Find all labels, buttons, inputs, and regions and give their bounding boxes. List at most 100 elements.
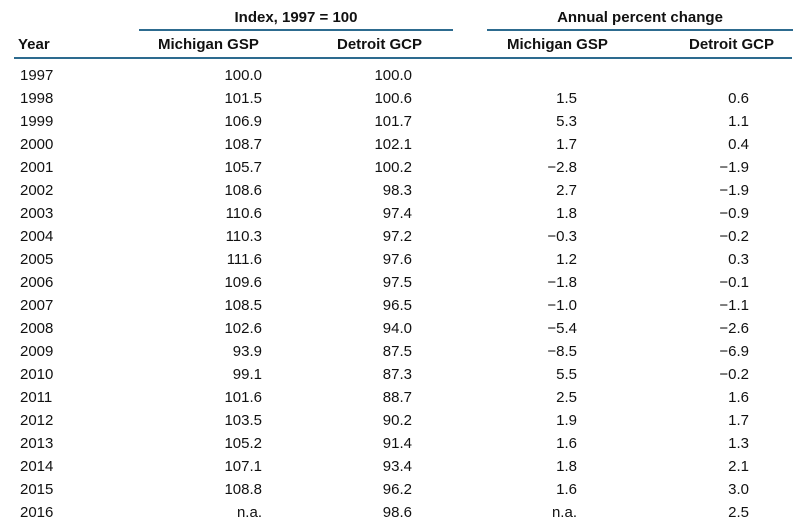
cell-year: 2000 [20, 136, 54, 153]
cell-detroit-change: 0.3 [728, 251, 749, 268]
column-header-index-detroit: Detroit GCP [337, 36, 423, 53]
cell-michigan-change: 1.7 [556, 136, 577, 153]
table-row: 2002 108.6 98.3 2.7 −1.9 [0, 179, 800, 202]
cell-michigan-index: 111.6 [226, 251, 262, 268]
cell-year: 1999 [20, 113, 54, 130]
table-row: 2012 103.5 90.2 1.9 1.7 [0, 409, 800, 432]
table-row: 1998 101.5 100.6 1.5 0.6 [0, 87, 800, 110]
cell-detroit-index: 93.4 [382, 458, 412, 475]
cell-detroit-index: 98.6 [382, 504, 412, 521]
table-row: 2005 111.6 97.6 1.2 0.3 [0, 248, 800, 271]
table-row: 2006 109.6 97.5 −1.8 −0.1 [0, 271, 800, 294]
cell-michigan-change: 1.6 [556, 435, 577, 452]
cell-michigan-index: 99.1 [232, 366, 262, 383]
table-body: 1997 100.0 100.0 1998 101.5 100.6 1.5 0.6 1999 10… [0, 64, 800, 524]
cell-detroit-index: 98.3 [382, 182, 412, 199]
cell-michigan-change: 5.3 [556, 113, 577, 130]
cell-detroit-index: 102.1 [374, 136, 412, 153]
cell-michigan-index: 110.6 [225, 205, 262, 222]
cell-michigan-index: 108.8 [224, 481, 262, 498]
column-header-index-michigan: Michigan GSP [158, 36, 259, 53]
cell-detroit-index: 100.6 [374, 90, 412, 107]
cell-michigan-change: −5.4 [547, 320, 577, 337]
cell-detroit-change: −0.2 [719, 366, 749, 383]
cell-year: 2012 [20, 412, 54, 429]
group-header-index: Index, 1997 = 100 [234, 9, 358, 26]
cell-year: 2014 [20, 458, 54, 475]
table-row: 2014 107.1 93.4 1.8 2.1 [0, 455, 800, 478]
cell-detroit-change: 1.3 [728, 435, 749, 452]
cell-detroit-index: 97.5 [382, 274, 412, 291]
table-row: 1997 100.0 100.0 [0, 64, 800, 87]
group-header-change: Annual percent change [557, 9, 723, 26]
cell-year: 2007 [20, 297, 54, 314]
group-header-change-rule [487, 29, 793, 31]
header-rule [14, 57, 792, 59]
cell-michigan-change: 1.9 [556, 412, 577, 429]
cell-michigan-change: −8.5 [547, 343, 577, 360]
cell-detroit-change: −6.9 [719, 343, 749, 360]
cell-detroit-change: 3.0 [728, 481, 749, 498]
cell-michigan-change: −1.8 [547, 274, 577, 291]
cell-detroit-index: 94.0 [382, 320, 412, 337]
cell-year: 2002 [20, 182, 54, 199]
cell-detroit-index: 101.7 [374, 113, 412, 130]
table-row: 2007 108.5 96.5 −1.0 −1.1 [0, 294, 800, 317]
cell-michigan-index: 106.9 [224, 113, 262, 130]
cell-detroit-change: 0.6 [728, 90, 749, 107]
cell-detroit-index: 90.2 [382, 412, 412, 429]
cell-detroit-index: 87.5 [382, 343, 412, 360]
cell-detroit-change: 2.1 [728, 458, 749, 475]
cell-michigan-index: 105.2 [224, 435, 262, 452]
cell-detroit-index: 97.6 [382, 251, 412, 268]
cell-michigan-index: 101.6 [224, 389, 262, 406]
cell-year: 1997 [20, 67, 54, 84]
cell-detroit-change: 0.4 [728, 136, 749, 153]
column-header-change-michigan: Michigan GSP [507, 36, 608, 53]
cell-michigan-change: −1.0 [547, 297, 577, 314]
cell-michigan-index: 101.5 [224, 90, 262, 107]
table-row: 2010 99.1 87.3 5.5 −0.2 [0, 363, 800, 386]
cell-detroit-index: 88.7 [382, 389, 412, 406]
cell-detroit-change: 2.5 [728, 504, 749, 521]
cell-michigan-index: 109.6 [224, 274, 262, 291]
table-row: 1999 106.9 101.7 5.3 1.1 [0, 110, 800, 133]
cell-year: 2001 [20, 159, 54, 176]
cell-detroit-change: −0.2 [719, 228, 749, 245]
cell-michigan-index: 110.3 [225, 228, 262, 245]
cell-michigan-index: 93.9 [232, 343, 262, 360]
cell-detroit-change: −2.6 [719, 320, 749, 337]
cell-michigan-change: 2.7 [556, 182, 577, 199]
cell-year: 2009 [20, 343, 54, 360]
cell-year: 2003 [20, 205, 54, 222]
cell-detroit-change: 1.7 [728, 412, 749, 429]
table-row: 2004 110.3 97.2 −0.3 −0.2 [0, 225, 800, 248]
cell-detroit-index: 97.4 [382, 205, 412, 222]
group-header-index-rule [139, 29, 453, 31]
cell-michigan-change: −0.3 [547, 228, 577, 245]
cell-detroit-change: −1.1 [719, 297, 749, 314]
cell-detroit-index: 87.3 [382, 366, 412, 383]
cell-detroit-index: 91.4 [382, 435, 412, 452]
cell-detroit-change: −0.9 [719, 205, 749, 222]
cell-michigan-change: 1.5 [556, 90, 577, 107]
table-row: 2011 101.6 88.7 2.5 1.6 [0, 386, 800, 409]
cell-year: 2015 [20, 481, 54, 498]
cell-detroit-index: 100.2 [374, 159, 412, 176]
cell-detroit-change: 1.1 [728, 113, 749, 130]
cell-michigan-change: 1.8 [556, 205, 577, 222]
cell-michigan-index: 108.6 [224, 182, 262, 199]
table-row: 2013 105.2 91.4 1.6 1.3 [0, 432, 800, 455]
cell-detroit-change: 1.6 [728, 389, 749, 406]
cell-michigan-index: n.a. [236, 504, 262, 521]
cell-detroit-index: 96.5 [382, 297, 412, 314]
table-row: 2015 108.8 96.2 1.6 3.0 [0, 478, 800, 501]
table-row: 2016 n.a. 98.6 n.a. 2.5 [0, 501, 800, 524]
table-row: 2009 93.9 87.5 −8.5 −6.9 [0, 340, 800, 363]
cell-michigan-index: 108.7 [224, 136, 262, 153]
cell-detroit-change: −0.1 [719, 274, 749, 291]
cell-year: 2010 [20, 366, 54, 383]
cell-michigan-change: 1.8 [556, 458, 577, 475]
cell-year: 2011 [20, 389, 53, 406]
